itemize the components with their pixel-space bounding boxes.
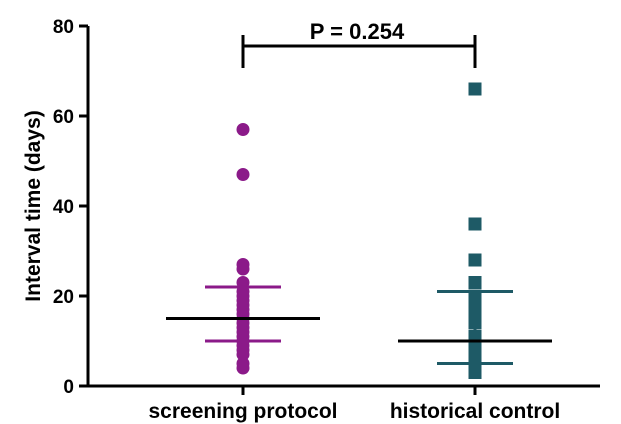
y-tick-label: 40 bbox=[53, 197, 74, 218]
data-point bbox=[468, 253, 482, 267]
y-tick-label: 20 bbox=[53, 287, 74, 308]
data-points bbox=[236, 82, 482, 379]
data-point bbox=[236, 361, 250, 375]
x-tick-label: screening protocol bbox=[148, 400, 337, 423]
y-axis-title: Interval time (days) bbox=[22, 110, 45, 301]
data-point bbox=[236, 348, 250, 361]
x-tick-label: historical control bbox=[390, 400, 560, 423]
y-tick-label: 0 bbox=[63, 377, 74, 398]
y-tick-label: 80 bbox=[53, 17, 74, 38]
data-point bbox=[236, 123, 250, 136]
axes: 0 20 40 60 80 screening protocol historical co… bbox=[53, 17, 600, 423]
summary-bars bbox=[166, 285, 552, 365]
data-point bbox=[468, 276, 482, 289]
data-point bbox=[236, 168, 250, 181]
data-point bbox=[468, 217, 482, 231]
data-point bbox=[468, 366, 482, 379]
data-point bbox=[468, 82, 482, 96]
data-point bbox=[236, 262, 250, 276]
significance-bracket bbox=[241, 35, 477, 68]
y-tick-label: 60 bbox=[53, 107, 74, 128]
p-value-annotation: P = 0.254 bbox=[310, 19, 405, 44]
